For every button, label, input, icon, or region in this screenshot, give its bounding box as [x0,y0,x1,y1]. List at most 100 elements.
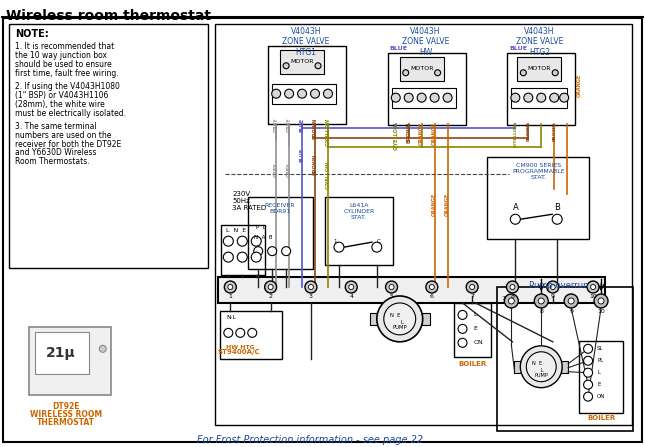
Text: PUMP: PUMP [534,373,548,378]
Text: A: A [513,203,518,212]
Text: BLUE: BLUE [390,46,408,51]
Circle shape [228,285,233,290]
Bar [325,197,393,265]
Bar [280,50,324,74]
Bar [488,157,589,239]
Circle shape [550,285,555,290]
Text: L: L [597,370,600,375]
Circle shape [470,285,475,290]
Text: 21µ: 21µ [46,346,75,360]
Bar [514,361,521,373]
Circle shape [584,392,593,401]
Circle shape [521,346,562,388]
Bar [221,311,282,359]
Circle shape [510,285,515,290]
Text: PUMP: PUMP [392,325,407,330]
Circle shape [443,93,452,102]
Circle shape [268,247,277,256]
Text: N  E: N E [532,361,542,366]
Text: 2: 2 [268,295,273,299]
Circle shape [386,281,397,293]
Text: G/YELLOW: G/YELLOW [326,118,330,146]
Circle shape [237,252,247,262]
Text: receiver for both the DT92E: receiver for both the DT92E [15,139,121,148]
Circle shape [252,236,261,246]
Bar [561,361,568,373]
Circle shape [526,352,556,382]
Text: 7: 7 [470,295,474,299]
Circle shape [315,63,321,69]
Circle shape [435,70,441,76]
Text: BLUE: BLUE [510,46,528,51]
Text: G/YELLOW: G/YELLOW [393,122,398,150]
Text: ON: ON [473,340,483,346]
Circle shape [537,93,546,102]
Bar [29,327,111,395]
Circle shape [521,70,526,76]
Circle shape [324,89,332,98]
Text: Room Thermostats.: Room Thermostats. [15,157,90,166]
Circle shape [345,281,357,293]
Circle shape [284,89,293,98]
Bar [221,225,265,275]
Text: 230V
50Hz
3A RATED: 230V 50Hz 3A RATED [232,191,266,211]
Bar [422,313,430,325]
Text: L: L [473,312,477,317]
Circle shape [384,303,415,335]
Circle shape [377,296,422,342]
Bar [508,53,575,125]
Text: L641A
CYLINDER
STAT.: L641A CYLINDER STAT. [343,203,375,220]
Text: 8: 8 [539,309,543,314]
Circle shape [402,70,409,76]
Text: first time, fault free wiring.: first time, fault free wiring. [15,69,119,78]
Circle shape [224,281,236,293]
Text: must be electrically isolated.: must be electrically isolated. [15,109,126,118]
Circle shape [584,380,593,389]
Circle shape [552,214,562,224]
Text: 5: 5 [390,295,393,299]
Text: 3: 3 [309,295,313,299]
Bar [392,88,455,108]
Circle shape [283,63,289,69]
Text: V4043H
ZONE VALVE
HW: V4043H ZONE VALVE HW [402,27,450,57]
Text: RECEIVER
BDR91: RECEIVER BDR91 [265,203,295,214]
Text: ON: ON [597,394,606,399]
Circle shape [252,252,261,262]
Circle shape [349,285,353,290]
Circle shape [282,247,291,256]
Circle shape [508,298,514,304]
Text: CM900 SERIES
PROGRAMMABLE
STAT.: CM900 SERIES PROGRAMMABLE STAT. [512,164,564,180]
Circle shape [524,93,533,102]
Circle shape [564,294,578,308]
Circle shape [587,281,599,293]
Circle shape [253,247,263,256]
Text: and Y6630D Wireless: and Y6630D Wireless [15,148,97,157]
Circle shape [308,285,313,290]
Circle shape [584,356,593,365]
Circle shape [389,285,394,290]
Text: should be used to ensure: should be used to ensure [15,60,112,69]
Bar [388,53,466,125]
Text: P  L: P L [256,225,266,230]
Circle shape [297,89,306,98]
Text: the 10 way junction box: the 10 way junction box [15,51,107,60]
Circle shape [458,310,467,320]
Text: (28mm), the white wire: (28mm), the white wire [15,100,104,109]
Circle shape [223,236,233,246]
Circle shape [568,298,574,304]
Text: BROWN: BROWN [526,122,530,141]
Text: 4: 4 [349,295,353,299]
Text: 3. The same terminal: 3. The same terminal [15,122,97,131]
Text: 9: 9 [569,309,573,314]
Circle shape [248,329,257,337]
Text: THERMOSTAT: THERMOSTAT [37,417,95,426]
Text: HW HTG: HW HTG [226,345,255,350]
Text: NOTE:: NOTE: [15,29,49,39]
Circle shape [430,285,434,290]
Text: ORANGE: ORANGE [445,193,450,216]
Circle shape [372,242,382,252]
Text: 10: 10 [597,309,605,314]
Text: 1: 1 [333,239,337,244]
Text: 1. It is recommended that: 1. It is recommended that [15,42,114,51]
Text: GREY: GREY [273,162,279,177]
